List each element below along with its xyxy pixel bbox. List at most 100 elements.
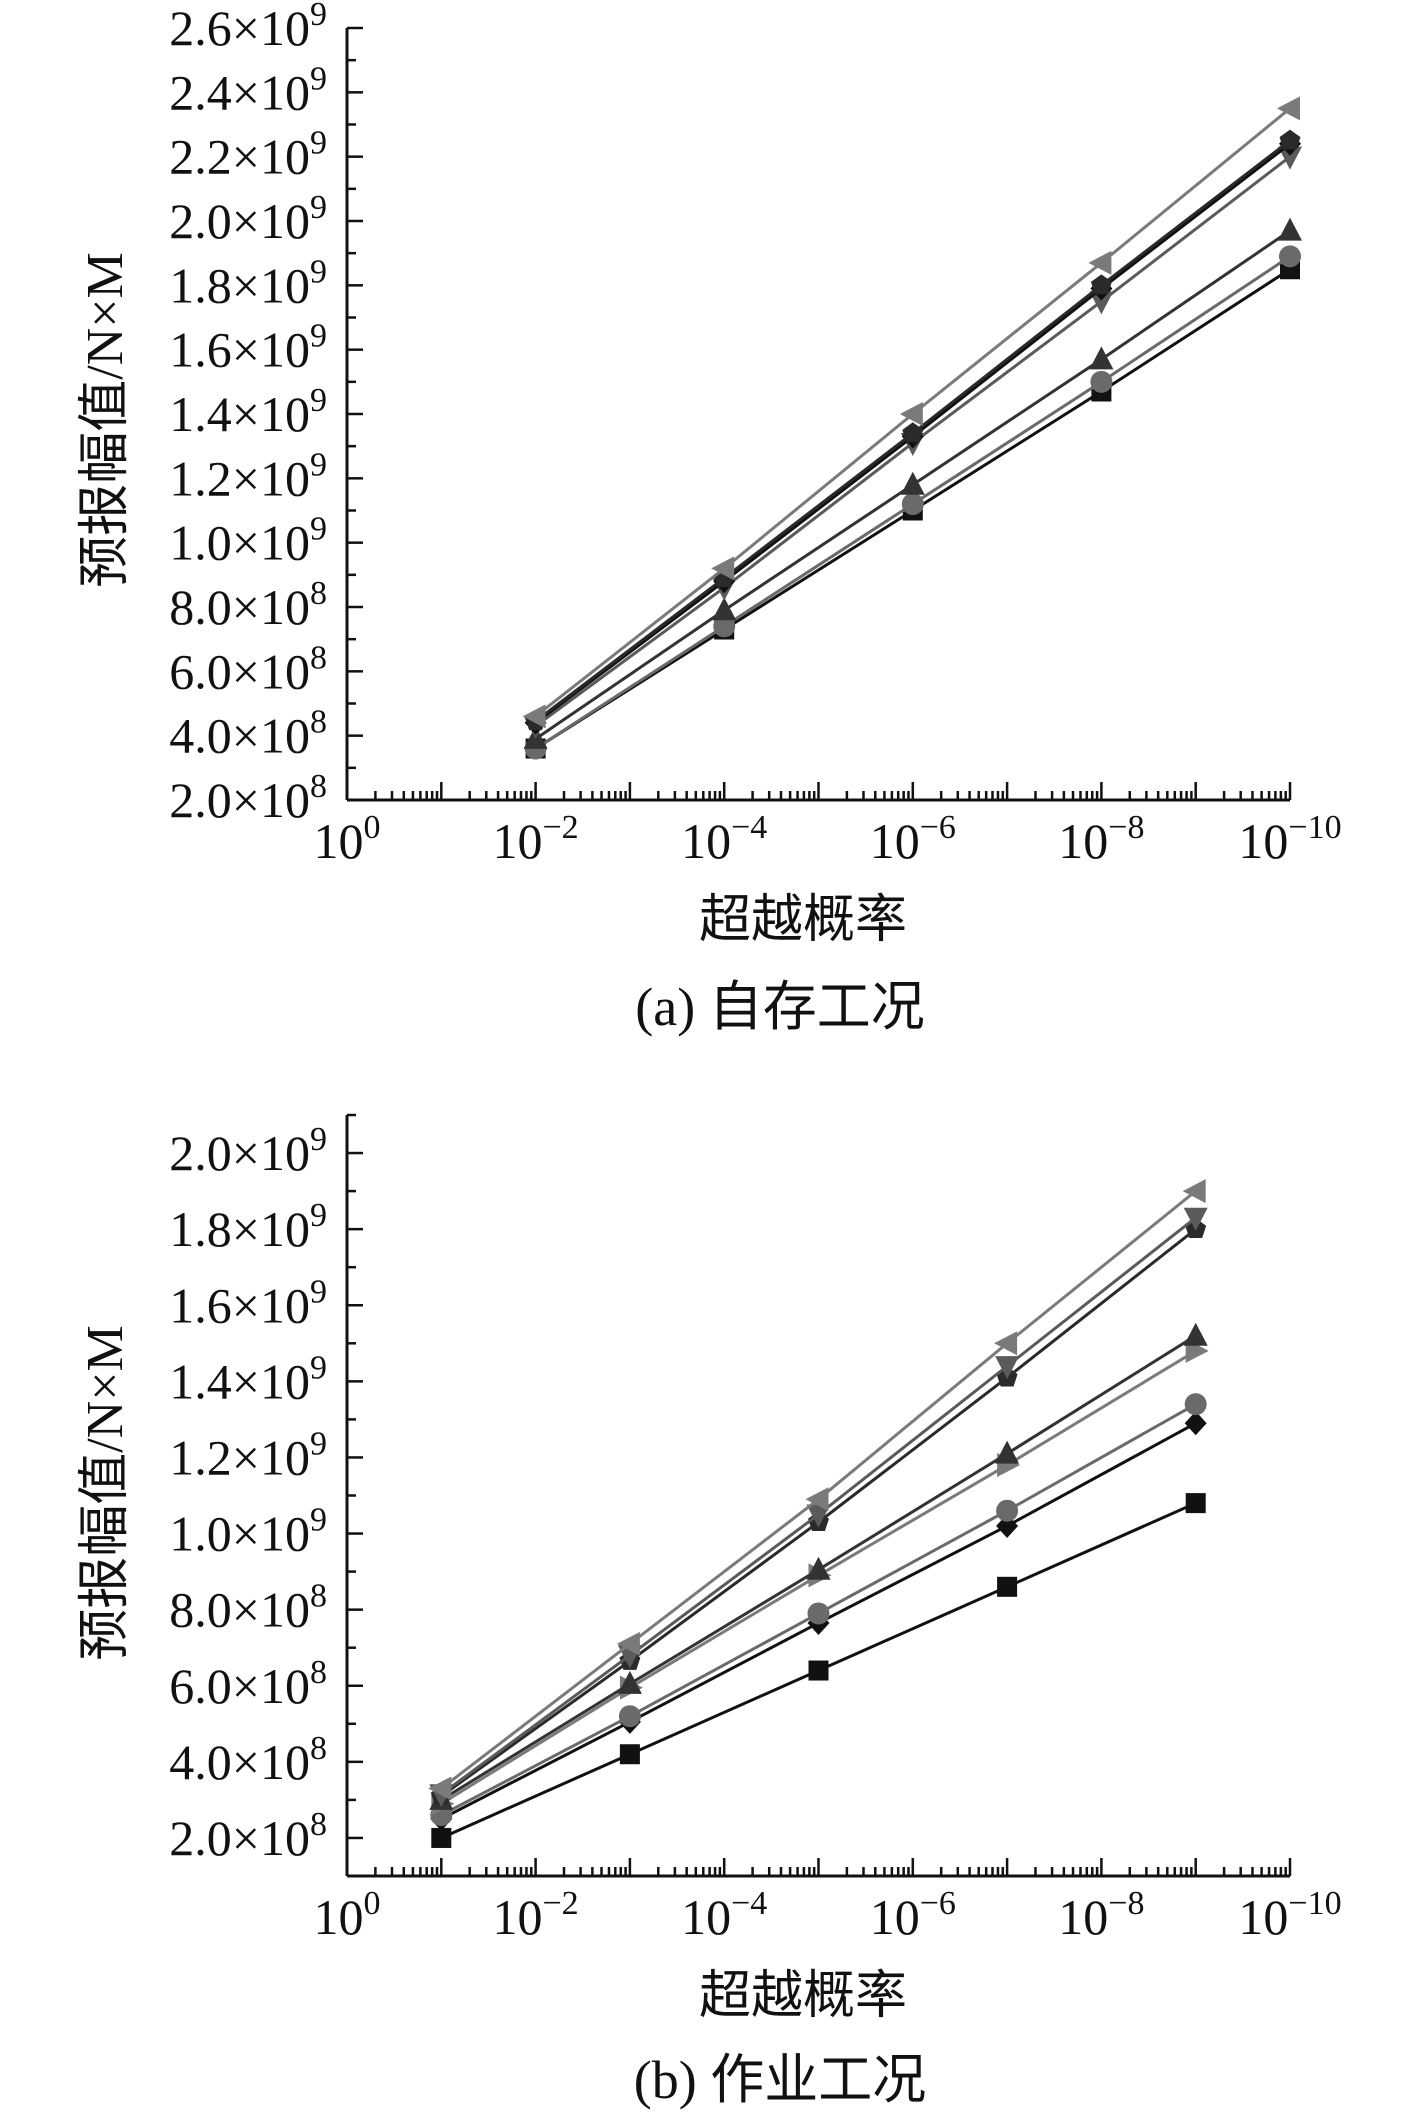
y-tick-label-exponent: 9 (310, 1121, 327, 1158)
data-point-b-circle (996, 1499, 1019, 1522)
y-tick-label: 1.6×109 (169, 1273, 327, 1333)
y-tick-label-mantissa: 2.4×10 (169, 64, 310, 120)
data-point-a-circle (1279, 245, 1301, 268)
y-tick-label-exponent: 9 (310, 253, 327, 290)
y-tick-label-mantissa: 1.6×10 (169, 322, 310, 378)
x-tick-label-mantissa: 10 (1058, 813, 1108, 869)
chart-a: 2.0×1084.0×1086.0×1088.0×1081.0×1091.2×1… (77, 0, 1342, 1037)
y-tick-label-exponent: 8 (310, 575, 327, 612)
y-tick-label: 4.0×108 (169, 704, 327, 764)
x-tick-label-exponent: −8 (1108, 1885, 1144, 1922)
x-tick-label-mantissa: 10 (681, 813, 731, 869)
chart-b: 2.0×1084.0×1086.0×1088.0×1081.0×1091.2×1… (77, 1113, 1342, 2110)
y-tick-label-exponent: 9 (310, 511, 327, 548)
data-point-a-triangle-up (712, 597, 737, 621)
y-tick-label-mantissa: 2.0×10 (169, 193, 310, 249)
x-tick-label-mantissa: 10 (681, 1889, 731, 1945)
y-tick-label-exponent: 8 (310, 768, 327, 805)
y-tick-label-mantissa: 1.0×10 (169, 515, 310, 571)
x-tick-label-mantissa: 10 (314, 1889, 364, 1945)
x-tick-label: 10−10 (1238, 809, 1341, 869)
x-tick-label-mantissa: 10 (1058, 1889, 1108, 1945)
data-point-b-triangle-left (428, 1776, 452, 1801)
y-tick-label-exponent: 9 (310, 1273, 327, 1310)
y-tick-label-exponent: 8 (310, 639, 327, 676)
series-a (522, 96, 1302, 760)
data-point-b-triangle-left (805, 1487, 829, 1512)
y-tick-label-exponent: 8 (310, 1730, 327, 1767)
y-tick-label-mantissa: 4.0×10 (169, 708, 310, 764)
caption-b: (b) 作业工况 (634, 2050, 926, 2110)
data-point-a-triangle-left (522, 704, 546, 729)
x-tick-label-exponent: −2 (543, 1885, 579, 1922)
x-tick-label: 10−10 (1238, 1885, 1341, 1945)
y-tick-label-exponent: 9 (310, 1425, 327, 1462)
y-tick-label: 1.2×109 (169, 1425, 327, 1485)
y-tick-label-mantissa: 8.0×10 (169, 579, 310, 635)
y-tick-label: 2.0×108 (169, 768, 327, 828)
y-tick-labels-b: 2.0×1084.0×1086.0×1088.0×1081.0×1091.2×1… (169, 1121, 327, 1866)
y-tick-label-exponent: 9 (310, 60, 327, 97)
y-tick-label: 2.6×109 (169, 0, 327, 56)
y-tick-label: 2.2×109 (169, 125, 327, 185)
x-tick-label: 10−4 (681, 1885, 767, 1945)
data-point-a-triangle-up (900, 471, 925, 495)
data-point-b-triangle-left (994, 1331, 1018, 1356)
y-tick-label: 1.8×109 (169, 253, 327, 313)
x-tick-label-exponent: 0 (364, 1885, 381, 1922)
caption-a: (a) 自存工况 (635, 977, 924, 1037)
y-tick-labels-a: 2.0×1084.0×1086.0×1088.0×1081.0×1091.2×1… (169, 0, 327, 828)
y-tick-label-mantissa: 2.6×10 (169, 0, 310, 56)
y-tick-label: 1.4×109 (169, 1349, 327, 1409)
data-point-a-triangle-left (711, 556, 735, 581)
x-tick-label-exponent: −6 (920, 809, 956, 846)
y-tick-label-mantissa: 1.2×10 (169, 450, 310, 506)
x-tick-labels-b: 100 10−2 10−4 10−6 10−8 10−10 (314, 1885, 1342, 1945)
y-tick-label-exponent: 9 (310, 189, 327, 226)
tick-marks-a (345, 26, 1292, 802)
x-tick-label-exponent: −10 (1288, 1885, 1341, 1922)
y-axis-title-a: 预报幅值/N×M (77, 252, 134, 588)
y-tick-label-mantissa: 2.2×10 (169, 129, 310, 185)
data-point-b-square (808, 1660, 829, 1681)
x-tick-label-mantissa: 10 (1238, 1889, 1288, 1945)
data-point-a-circle (713, 615, 736, 638)
y-tick-label-mantissa: 1.6×10 (169, 1277, 310, 1333)
data-point-b-square (997, 1576, 1018, 1597)
data-point-b-square (1185, 1493, 1206, 1514)
y-tick-label-mantissa: 8.0×10 (169, 1582, 310, 1638)
y-tick-label-exponent: 9 (310, 318, 327, 355)
y-axis-title-b: 预报幅值/N×M (77, 1325, 134, 1661)
x-tick-label-exponent: −4 (731, 1885, 767, 1922)
y-tick-label-mantissa: 6.0×10 (169, 643, 310, 699)
y-tick-label: 8.0×108 (169, 575, 327, 635)
y-tick-label-mantissa: 1.8×10 (169, 257, 310, 313)
x-tick-label: 10−6 (870, 1885, 956, 1945)
x-tick-label: 10−6 (870, 809, 956, 869)
y-tick-label-exponent: 8 (310, 1578, 327, 1615)
x-axis-title-b: 超越概率 (699, 1968, 907, 2025)
data-point-b-circle (618, 1705, 641, 1728)
y-tick-label: 1.6×109 (169, 318, 327, 378)
data-point-b-triangle-up (995, 1440, 1020, 1464)
data-point-a-triangle-left (899, 402, 923, 426)
x-tick-label: 10−2 (493, 809, 579, 869)
data-point-b-triangle-up (617, 1670, 642, 1694)
data-point-a-circle (1090, 370, 1113, 393)
x-tick-label: 10−8 (1058, 809, 1144, 869)
y-tick-label-exponent: 8 (310, 1806, 327, 1843)
x-tick-label-mantissa: 10 (870, 1889, 920, 1945)
y-tick-label-exponent: 9 (310, 0, 327, 33)
y-tick-label-mantissa: 2.0×10 (169, 772, 310, 828)
data-point-a-triangle-up (1278, 217, 1302, 241)
data-point-a-circle (901, 493, 924, 516)
x-tick-label-mantissa: 10 (870, 813, 920, 869)
y-tick-label: 6.0×108 (169, 1654, 327, 1714)
x-tick-label: 100 (314, 809, 381, 869)
y-tick-label: 4.0×108 (169, 1730, 327, 1790)
data-point-b-triangle-down (1183, 1207, 1208, 1231)
x-tick-label: 10−8 (1058, 1885, 1144, 1945)
x-tick-label: 10−4 (681, 809, 767, 869)
data-point-b-triangle-down (995, 1356, 1020, 1380)
